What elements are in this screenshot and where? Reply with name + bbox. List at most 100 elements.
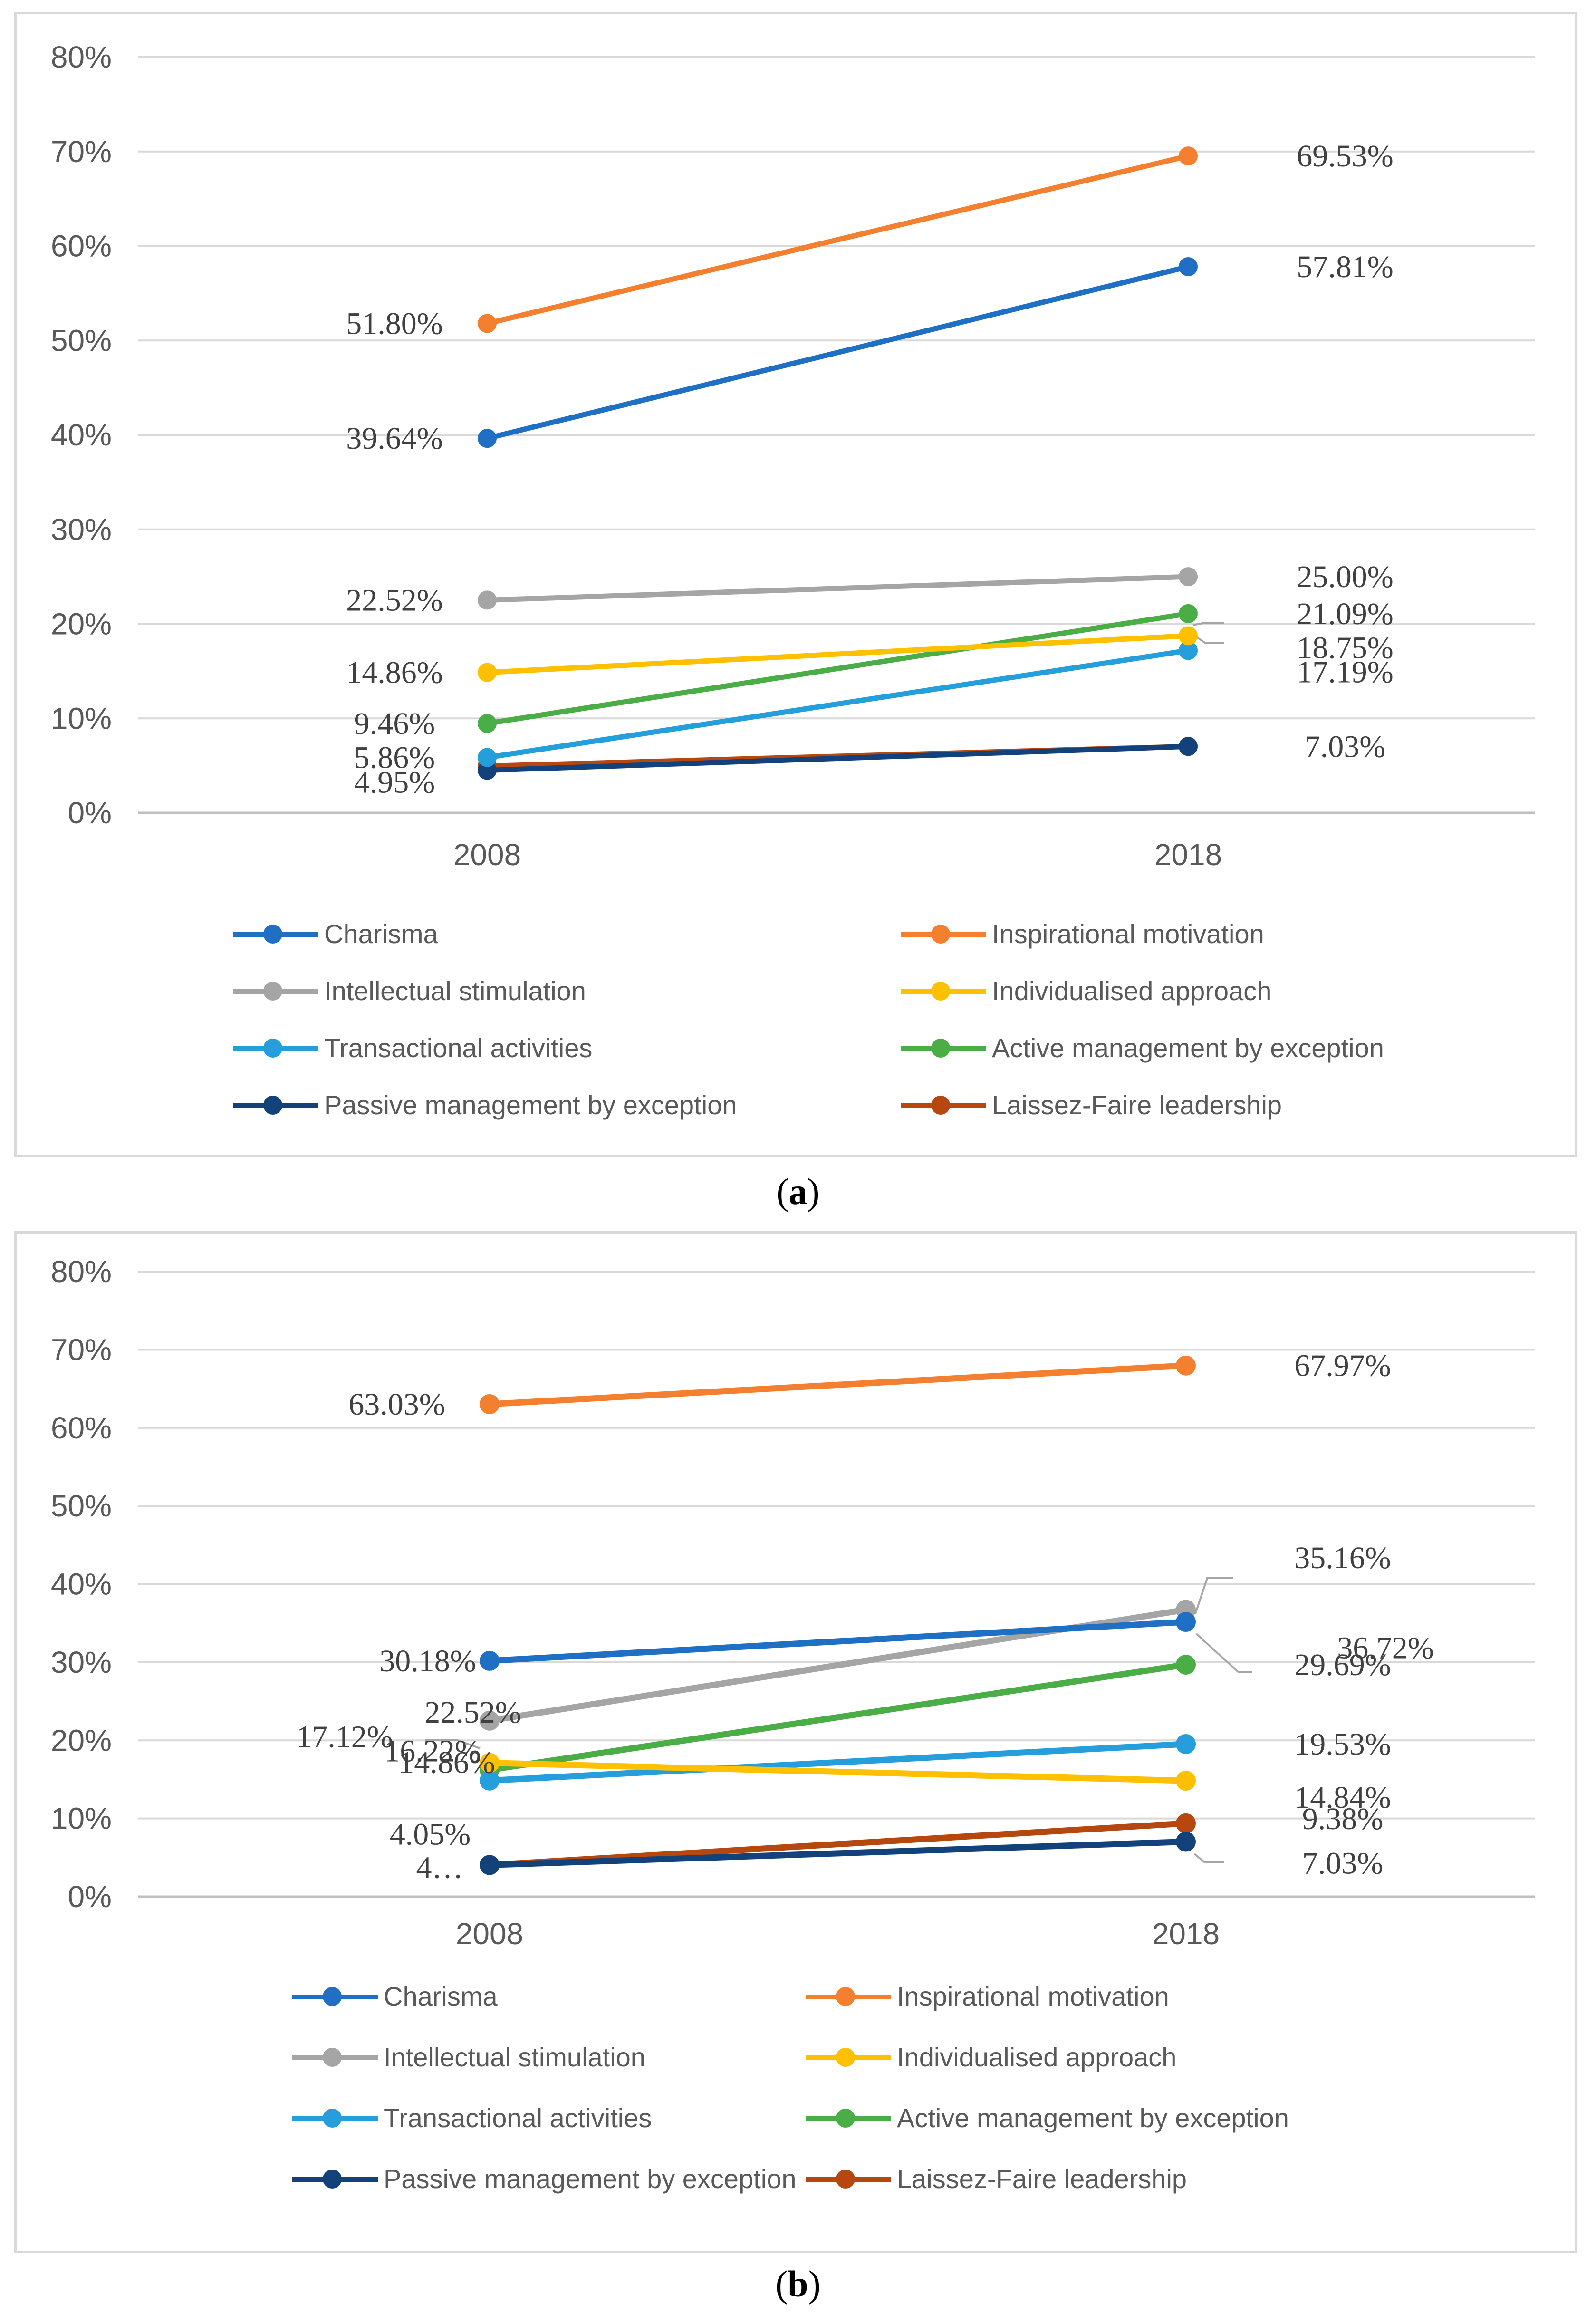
legend-label: Individualised approach <box>992 976 1272 1006</box>
data-label: 63.03% <box>348 1387 445 1422</box>
x-tick-label: 2018 <box>1154 838 1222 872</box>
y-tick-label: 30% <box>51 512 112 547</box>
leader-line <box>425 1739 481 1749</box>
legend-swatch <box>233 922 318 946</box>
data-point <box>1176 1813 1196 1833</box>
legend-item: Laissez-Faire leadership <box>901 1090 1282 1120</box>
y-tick-label: 60% <box>51 229 112 263</box>
data-label: 14.86% <box>346 656 442 690</box>
leader-line <box>1192 622 1224 626</box>
y-tick-label: 60% <box>51 1411 112 1445</box>
legend-swatch <box>233 1036 318 1060</box>
data-point <box>1176 1612 1196 1632</box>
data-point <box>480 1770 500 1791</box>
legend-swatch <box>292 2106 378 2130</box>
legend-item: Laissez-Faire leadership <box>806 2163 1187 2194</box>
data-label: 30.18% <box>379 1644 476 1678</box>
legend-swatch <box>901 1036 986 1060</box>
legend-item: Active management by exception <box>806 2102 1289 2133</box>
data-label: 4.95% <box>354 765 435 800</box>
series-line <box>486 1741 1189 1784</box>
data-label: 7.03% <box>1302 1846 1383 1880</box>
data-label: 17.19% <box>1297 655 1393 689</box>
series-line <box>484 611 1191 726</box>
data-point <box>478 748 497 767</box>
y-tick-label: 20% <box>51 607 112 641</box>
data-label: 22.52% <box>346 583 442 617</box>
data-label: 21.09% <box>1297 597 1393 631</box>
data-point <box>1179 737 1198 756</box>
caption-b: (b) <box>775 2263 821 2305</box>
data-label: 18.75% <box>1297 630 1393 665</box>
y-tick-label: 30% <box>51 1645 112 1679</box>
data-point <box>1176 1832 1196 1852</box>
legend-label: Inspirational motivation <box>897 1981 1169 2011</box>
data-label: 9.38% <box>1302 1802 1383 1836</box>
y-tick-label: 50% <box>51 1489 112 1523</box>
legend-swatch <box>292 2167 378 2191</box>
legend-label: Active management by exception <box>992 1033 1384 1063</box>
data-point <box>1179 626 1198 646</box>
y-tick-label: 40% <box>51 1567 112 1601</box>
legend-swatch <box>806 2167 891 2191</box>
legend-swatch <box>292 1985 378 2008</box>
chart-a-svg: 0% 10% 20% 30% 40% 50% 60% 70% 80% 2008 2018 39.64%… <box>51 40 1535 872</box>
data-label: 69.53% <box>1297 139 1393 174</box>
data-label: 29.69% <box>1294 1648 1391 1682</box>
legend-label: Charisma <box>324 919 438 949</box>
x-tick-label: 2018 <box>1152 1917 1220 1951</box>
legend-swatch <box>806 1985 891 2008</box>
data-point <box>1179 641 1198 660</box>
legend-label: Laissez-Faire leadership <box>897 2164 1187 2194</box>
data-label: 36.72% <box>1337 1630 1433 1665</box>
legend-item: Individualised approach <box>806 2042 1176 2073</box>
legend-swatch <box>901 922 986 946</box>
y-tick-label: 0% <box>68 796 112 830</box>
data-label: 14.84% <box>1294 1780 1391 1815</box>
data-point <box>478 663 497 682</box>
series-line <box>486 1760 1189 1784</box>
legend-item: Passive management by exception <box>233 1090 737 1120</box>
y-tick-label: 50% <box>51 323 112 357</box>
data-point <box>478 714 497 733</box>
y-tick-label: 10% <box>51 701 112 735</box>
legend-item: Intellectual stimulation <box>233 975 586 1006</box>
data-label: 22.52% <box>424 1695 521 1730</box>
legend-swatch <box>292 2045 378 2069</box>
data-label: 16.22% <box>384 1734 481 1768</box>
series-line <box>486 1661 1189 1773</box>
legend-swatch <box>233 979 318 1003</box>
legend-item: Passive management by exception <box>292 2163 797 2194</box>
data-point <box>1179 257 1198 277</box>
y-tick-label: 70% <box>51 1332 112 1367</box>
data-label: 4… <box>416 1850 463 1885</box>
legend-item: Charisma <box>233 918 438 949</box>
data-label: 7.03% <box>1305 729 1385 764</box>
data-label: 57.81% <box>1297 250 1393 284</box>
series-line <box>484 574 1191 603</box>
legend-swatch <box>233 1093 318 1117</box>
legend-swatch <box>901 979 986 1003</box>
legend-swatch <box>901 1093 986 1117</box>
legend-item: Transactional activities <box>292 2102 652 2133</box>
data-label: 4.05% <box>390 1817 471 1851</box>
y-tick-label: 0% <box>68 1880 112 1914</box>
legend-item: Active management by exception <box>901 1032 1384 1063</box>
chart-panel-a: 0% 10% 20% 30% 40% 50% 60% 70% 80% 2008 2018 39.64%… <box>14 12 1577 1157</box>
data-label: 25.00% <box>1297 559 1393 594</box>
y-tick-label: 20% <box>51 1723 112 1757</box>
legend-label: Laissez-Faire leadership <box>992 1090 1282 1120</box>
data-label: 51.80% <box>346 306 442 341</box>
data-point <box>478 429 497 448</box>
series-line <box>484 153 1191 326</box>
chart-panel-b: 0% 10% 20% 30% 40% 50% 60% 70% 80% 2008 2018 30.18%… <box>14 1231 1577 2253</box>
data-point <box>478 314 497 333</box>
caption-a-letter: a <box>788 1171 808 1212</box>
legend-label: Individualised approach <box>897 2042 1177 2072</box>
legend-swatch <box>806 2106 891 2130</box>
legend-item: Inspirational motivation <box>901 918 1264 949</box>
legend-label: Intellectual stimulation <box>384 2042 645 2072</box>
legend-item: Individualised approach <box>901 975 1271 1006</box>
series-line <box>486 1838 1189 1868</box>
data-point <box>1179 604 1198 623</box>
